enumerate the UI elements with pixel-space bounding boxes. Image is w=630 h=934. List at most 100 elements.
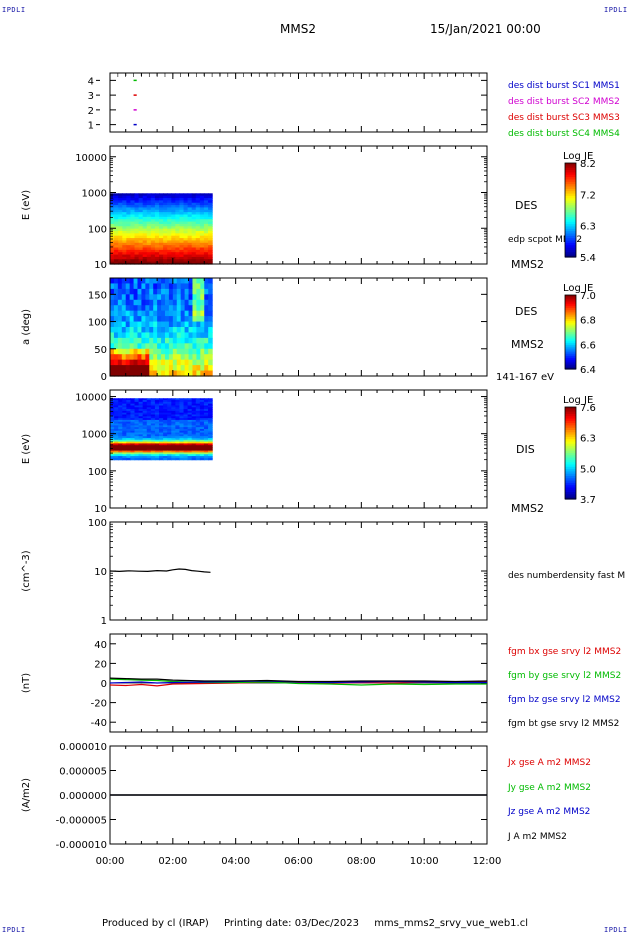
spectrogram-cell <box>129 370 135 377</box>
spectrogram-cell <box>179 249 185 253</box>
spectrogram-cell <box>187 195 193 199</box>
spectrogram-cell <box>118 432 123 435</box>
spectrogram-cell <box>125 327 131 334</box>
spectrogram-cell <box>130 200 136 204</box>
spectrogram-cell <box>138 259 144 263</box>
spectrogram-cell <box>114 247 119 251</box>
spectrogram-cell <box>204 348 209 355</box>
spectrogram-cell <box>129 305 135 312</box>
spectrogram-cell <box>187 447 193 450</box>
spectrogram-cell <box>203 228 209 232</box>
spectrogram-cell <box>134 238 140 242</box>
y-tick-label: 1 <box>88 121 94 132</box>
spectrogram-cell <box>121 299 127 306</box>
spectrogram-cell <box>117 316 123 323</box>
y-tick-label: 0 <box>101 372 107 383</box>
spectrogram-cell <box>195 407 201 410</box>
spectrogram-cell <box>195 261 201 265</box>
spectrogram-cell <box>208 233 213 237</box>
spectrogram-cell <box>203 254 209 258</box>
spectrogram-cell <box>153 337 158 344</box>
spectrogram-cell <box>157 278 162 285</box>
spectrogram-cell <box>171 452 176 455</box>
spectrogram-cell <box>179 228 185 232</box>
spectrogram-cell <box>141 316 146 323</box>
spectrogram-cell <box>122 219 127 223</box>
spectrogram-cell <box>134 231 140 234</box>
spectrogram-cell <box>159 223 164 227</box>
spectrogram-cell <box>171 428 176 432</box>
spectrogram-cell <box>191 450 197 454</box>
spectrogram-cell <box>171 195 176 199</box>
spectrogram-cell <box>146 233 152 237</box>
spectrogram-cell <box>129 310 135 317</box>
colorbar-cell <box>565 186 576 190</box>
spectrogram-cell <box>149 365 154 372</box>
spectrogram-cell <box>208 414 213 417</box>
spectrogram-cell <box>114 401 119 405</box>
spectrogram-cell <box>175 240 181 244</box>
spectrogram-cell <box>146 223 152 227</box>
spectrogram-cell <box>176 278 182 285</box>
spectrogram-cell <box>187 226 193 230</box>
spectrogram-cell <box>150 439 156 443</box>
spectrogram-cell <box>180 316 186 323</box>
spectrogram-cell <box>187 219 193 223</box>
spectrogram-cell <box>208 354 213 361</box>
spectrogram-cell <box>175 219 181 223</box>
spectrogram-cell <box>179 427 185 430</box>
spectrogram-cell <box>176 343 182 350</box>
header-spacecraft: MMS2 <box>280 22 316 36</box>
spectrogram-cell <box>204 310 209 317</box>
spectrogram-cell <box>195 240 201 244</box>
spectrogram-cell <box>172 305 178 312</box>
spectrogram-cell <box>187 421 193 425</box>
spectrogram-cell <box>142 219 148 223</box>
spectrogram-cell <box>183 421 189 425</box>
colorbar-cell <box>565 326 576 329</box>
spectrogram-cell <box>150 252 156 256</box>
spectrogram-cell <box>179 209 185 213</box>
spectrogram-cell <box>126 249 132 253</box>
spectrogram-cell <box>203 200 209 204</box>
spectrogram-cell <box>203 407 209 410</box>
spectrogram-cell <box>114 231 119 234</box>
spectrogram-cell <box>133 354 139 361</box>
spectrogram-cell <box>161 343 166 350</box>
spectrogram-cell <box>130 443 136 446</box>
spectrogram-cell <box>159 198 164 201</box>
colorbar-cell <box>565 337 576 340</box>
spectrogram-cell <box>203 410 209 414</box>
spectrogram-cell <box>117 348 123 355</box>
spectrogram-cell <box>167 245 172 249</box>
colorbar-tick-label: 5.4 <box>580 253 596 264</box>
spectrogram-cell <box>118 256 123 260</box>
spectrogram-cell <box>122 456 127 459</box>
spectrogram-cell <box>175 400 181 403</box>
spectrogram-cell <box>176 288 182 295</box>
spectrogram-cell <box>130 430 136 434</box>
spectrogram-cell <box>195 205 201 209</box>
time-tick-label: 04:00 <box>221 856 250 867</box>
spectrogram-cell <box>138 216 144 220</box>
spectrogram-cell <box>176 305 182 312</box>
spectrogram-cell <box>187 434 193 437</box>
colorbar-cell <box>565 296 576 300</box>
spectrogram-cell <box>134 405 140 408</box>
spectrogram-cell <box>110 343 115 350</box>
spectrogram-cell <box>203 403 209 407</box>
spectrogram-cell <box>203 209 209 213</box>
spectrogram-cell <box>130 252 136 256</box>
spectrogram-cell <box>110 401 115 405</box>
spectrogram-cell <box>145 288 150 295</box>
spectrogram-cell <box>199 427 205 430</box>
spectrogram-cell <box>134 430 140 434</box>
spectrogram-cell <box>203 441 209 445</box>
colorbar-cell <box>565 361 576 365</box>
colorbar-frame <box>564 162 577 258</box>
spectrogram-cell <box>154 221 160 225</box>
spectrogram-cell <box>163 428 168 432</box>
spectrogram-cell <box>114 428 119 432</box>
spectrogram-cell <box>153 278 158 285</box>
spectrogram-cell <box>159 256 164 260</box>
